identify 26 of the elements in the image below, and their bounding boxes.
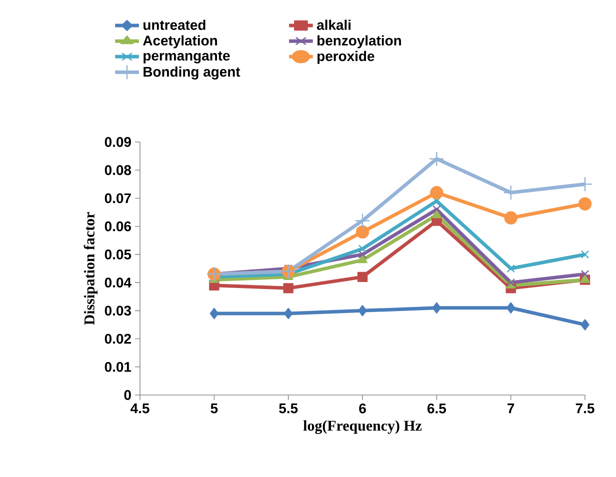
x-tick-label: 4.5	[130, 404, 150, 414]
y-tick-label: 0.01	[104, 362, 132, 372]
y-axis-title: Dissipation factor	[84, 212, 98, 325]
y-tick-label: 0.06	[104, 221, 131, 232]
x-tick-label: 7	[508, 404, 514, 414]
x-tick-label: 5.5	[279, 404, 298, 414]
y-tick-label: 0.04	[104, 278, 132, 288]
y-tick-label: 0	[124, 390, 131, 400]
x-tick-label: 5	[210, 404, 218, 414]
y-tick-label: 0.07	[104, 193, 131, 204]
legend-label: permangante	[144, 51, 230, 64]
y-tick-label: 0.03	[104, 306, 131, 316]
legend-label: peroxide	[318, 50, 374, 64]
legend-label: Bonding agent	[144, 66, 240, 80]
y-tick-label: 0.05	[104, 250, 132, 260]
x-tick-label: 6	[359, 404, 366, 414]
y-tick-label: 0.02	[104, 334, 131, 344]
legend-label: Acetylation	[143, 35, 217, 48]
legend-label: benzoylation	[318, 35, 401, 48]
y-tick-label: 0.09	[104, 137, 131, 147]
x-axis-title: log(Frequency) Hz	[303, 420, 422, 434]
legend-label: untreated	[144, 20, 206, 30]
x-tick-label: 6.5	[427, 404, 446, 414]
legend-label: alkali	[317, 20, 350, 30]
y-tick-label: 0.08	[104, 165, 132, 176]
x-tick-label: 7.5	[576, 404, 594, 414]
